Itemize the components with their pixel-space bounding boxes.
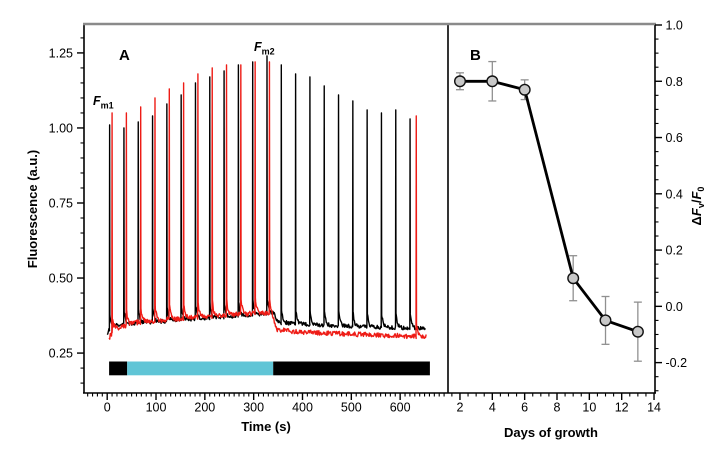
light-bar-light-segment: [127, 361, 274, 376]
b-y-tick-label: 0.6: [666, 131, 683, 145]
b-y-tick-label: 0.0: [666, 300, 683, 314]
panel-b-x-axis-title: Days of growth: [504, 425, 598, 440]
light-bar-dark-segment: [109, 361, 128, 376]
a-y-tick-label: 1.00: [49, 121, 73, 135]
panel-a-letter: A: [119, 47, 130, 64]
b-x-tick-label: 10: [582, 401, 596, 415]
a-y-tick-label: 0.25: [49, 347, 73, 361]
b-x-tick-label: 6: [521, 401, 528, 415]
photosynthetic-yield-series: [454, 60, 644, 362]
axes-and-ticks: 0.25 0.50 0.75 1.00 1.25 0 100 200 300 400 500 600 2…: [49, 19, 687, 415]
fm2-annotation: Fm2: [254, 40, 275, 57]
b-x-tick-label: 12: [615, 401, 629, 415]
b-x-tick-label: 4: [489, 401, 496, 415]
a-x-tick-label: 0: [104, 401, 111, 415]
data-point-day-9: [567, 272, 580, 285]
fluorescence-traces: [106, 55, 427, 340]
panel-a-x-axis-title: Time (s): [241, 419, 291, 434]
a-x-tick-label: 400: [292, 401, 313, 415]
a-y-tick-label: 0.75: [49, 196, 73, 210]
a-y-tick-label: 1.25: [49, 46, 73, 60]
a-x-tick-label: 200: [194, 401, 215, 415]
a-x-tick-label: 300: [243, 401, 264, 415]
data-point-day-6: [518, 83, 531, 96]
a-y-tick-label: 0.50: [49, 272, 73, 286]
data-point-day-4: [486, 75, 499, 88]
b-x-tick-label: 14: [647, 401, 661, 415]
data-point-day-13: [631, 325, 644, 338]
yield-line: [460, 79, 639, 334]
light-treatment-bar: [109, 361, 430, 376]
a-x-tick-label: 100: [146, 401, 167, 415]
data-point-day-2: [454, 75, 467, 88]
b-y-tick-label: -0.2: [666, 356, 688, 370]
light-treated-trace: [108, 61, 427, 340]
light-bar-dark-segment: [273, 361, 430, 376]
panel-a-y-axis-title: Fluorescence (a.u.): [25, 150, 40, 268]
data-point-day-11: [599, 314, 612, 327]
b-x-tick-label: 2: [456, 401, 463, 415]
b-y-tick-label: 0.8: [666, 75, 683, 89]
fm1-annotation: Fm1: [93, 94, 114, 111]
b-y-tick-label: 0.2: [666, 244, 683, 258]
panel-b-letter: B: [470, 47, 481, 64]
panel-b-y-axis-title: ΔFv/F0: [689, 187, 706, 226]
b-y-tick-label: 0.4: [666, 187, 683, 201]
a-x-tick-label: 500: [341, 401, 362, 415]
a-x-tick-label: 600: [390, 401, 411, 415]
b-y-tick-label: 1.0: [666, 19, 683, 33]
b-x-tick-label: 8: [554, 401, 561, 415]
